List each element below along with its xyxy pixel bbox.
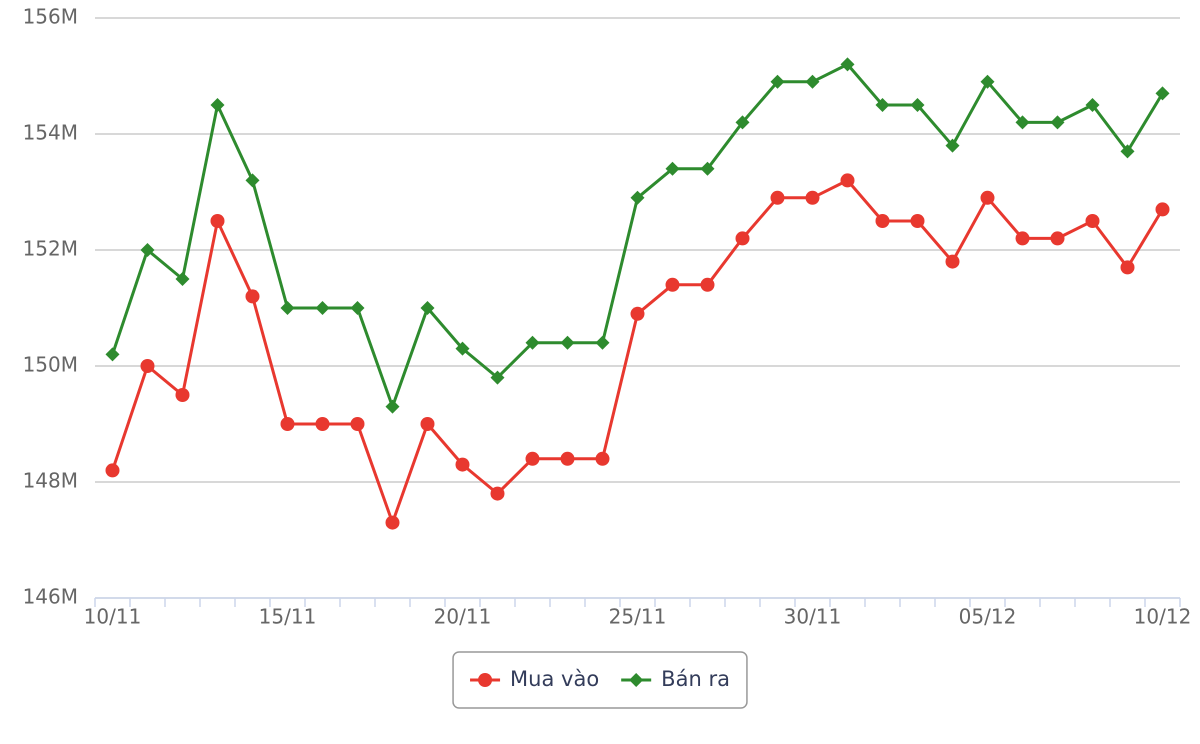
marker bbox=[665, 277, 680, 292]
marker bbox=[595, 335, 610, 350]
x-tick-label: 20/11 bbox=[434, 605, 492, 629]
legend-label: Bán ra bbox=[661, 667, 730, 691]
marker bbox=[455, 457, 470, 472]
marker bbox=[175, 272, 190, 286]
marker bbox=[595, 451, 610, 466]
marker bbox=[315, 301, 330, 315]
marker bbox=[245, 173, 260, 188]
marker bbox=[840, 57, 855, 72]
marker bbox=[840, 173, 855, 188]
marker bbox=[735, 115, 750, 130]
marker bbox=[420, 301, 435, 315]
x-tick-label: 10/12 bbox=[1134, 605, 1192, 629]
marker bbox=[350, 301, 365, 315]
marker bbox=[315, 417, 330, 431]
marker bbox=[245, 289, 260, 304]
marker bbox=[105, 347, 120, 362]
marker bbox=[1155, 202, 1170, 217]
x-tick-label: 30/11 bbox=[784, 605, 842, 629]
marker bbox=[1085, 214, 1100, 228]
marker bbox=[980, 74, 995, 89]
x-tick-label: 10/11 bbox=[84, 605, 142, 629]
y-tick-label: 148M bbox=[23, 469, 78, 493]
marker bbox=[490, 486, 505, 501]
marker bbox=[560, 451, 575, 466]
marker bbox=[629, 673, 644, 687]
marker bbox=[805, 74, 820, 89]
legend-item[interactable]: Mua vào bbox=[470, 667, 599, 691]
marker bbox=[1015, 231, 1030, 246]
marker bbox=[770, 190, 785, 205]
marker bbox=[630, 190, 645, 205]
marker bbox=[478, 673, 493, 687]
y-tick-label: 156M bbox=[23, 5, 78, 29]
legend: Mua vào Bán ra bbox=[452, 651, 748, 709]
marker bbox=[1120, 144, 1135, 159]
marker bbox=[490, 370, 505, 385]
marker bbox=[525, 451, 540, 466]
marker bbox=[280, 301, 295, 315]
marker bbox=[770, 74, 785, 89]
x-tick-label: 15/11 bbox=[259, 605, 317, 629]
marker bbox=[875, 214, 890, 228]
marker bbox=[385, 515, 400, 530]
y-tick-label: 154M bbox=[23, 121, 78, 145]
marker bbox=[175, 388, 190, 402]
y-tick-label: 146M bbox=[23, 585, 78, 609]
marker bbox=[1120, 260, 1135, 275]
marker bbox=[140, 359, 155, 373]
legend-label: Mua vào bbox=[510, 667, 599, 691]
x-tick-label: 25/11 bbox=[609, 605, 667, 629]
marker bbox=[1015, 115, 1030, 130]
marker bbox=[910, 98, 925, 112]
marker bbox=[1050, 115, 1065, 130]
marker bbox=[420, 417, 435, 431]
marker bbox=[210, 98, 225, 112]
marker bbox=[350, 417, 365, 431]
marker bbox=[525, 335, 540, 350]
x-tick-label: 05/12 bbox=[959, 605, 1017, 629]
series-line bbox=[111, 178, 1164, 525]
marker bbox=[735, 231, 750, 246]
legend-item[interactable]: Bán ra bbox=[621, 667, 730, 691]
marker bbox=[910, 214, 925, 228]
marker bbox=[1155, 86, 1170, 101]
marker bbox=[140, 243, 155, 257]
y-tick-label: 152M bbox=[23, 237, 78, 261]
marker bbox=[1085, 98, 1100, 112]
marker bbox=[385, 399, 400, 414]
marker bbox=[1050, 231, 1065, 246]
legend-box bbox=[452, 651, 748, 709]
marker bbox=[210, 214, 225, 228]
marker bbox=[805, 190, 820, 205]
marker bbox=[875, 98, 890, 112]
marker bbox=[945, 254, 960, 269]
marker bbox=[630, 306, 645, 321]
marker bbox=[665, 161, 680, 176]
marker bbox=[980, 190, 995, 205]
marker bbox=[280, 417, 295, 431]
marker bbox=[700, 277, 715, 292]
marker bbox=[105, 463, 120, 478]
marker bbox=[455, 341, 470, 356]
marker bbox=[700, 161, 715, 176]
y-tick-label: 150M bbox=[23, 353, 78, 377]
marker bbox=[560, 335, 575, 350]
marker bbox=[945, 138, 960, 153]
